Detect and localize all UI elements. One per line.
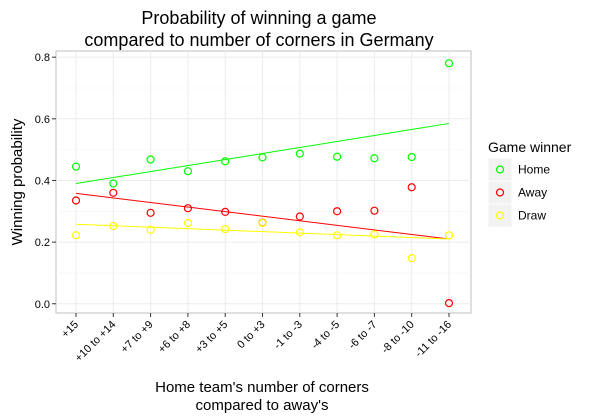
y-tick-label: 0.4: [35, 175, 50, 187]
away-point: [146, 208, 155, 217]
x-axis: +15+10 to +14 +7 to +9 +6 to +8 +3 to +5 0 t…: [59, 313, 454, 364]
draw-point: [221, 225, 230, 234]
home-point: [258, 153, 267, 162]
away-point: [109, 188, 118, 197]
draw-point: [183, 218, 192, 228]
draw-point: [146, 225, 155, 234]
x-tick-label: -1 to -3: [272, 319, 305, 352]
draw-point: [333, 231, 342, 240]
data-points: [71, 59, 454, 308]
y-tick-label: 0.2: [35, 237, 50, 249]
y-tick-label: 0.8: [35, 52, 50, 64]
y-tick-label: 0.6: [35, 114, 50, 126]
away-point: [71, 196, 81, 205]
away-trend-line: [75, 192, 450, 240]
home-point: [146, 155, 155, 164]
away-point: [333, 207, 342, 216]
x-axis-title-line-1: Home team's number of corners: [155, 379, 369, 396]
legend-key: [487, 203, 513, 228]
x-tick-label: +10 to +14: [73, 319, 119, 365]
x-tick-label: -6 to -7: [346, 319, 379, 352]
home-point: [407, 152, 416, 162]
legend-key: [487, 157, 513, 182]
draw-point: [295, 228, 304, 237]
home-point: [71, 162, 81, 171]
y-axis-title: Winning probability: [9, 118, 26, 245]
x-tick-label: +7 to +9: [119, 319, 156, 356]
x-tick-label: +15: [59, 319, 81, 341]
draw-legend-marker: [495, 211, 505, 220]
chart-title-line-2: compared to number of corners in Germany: [84, 30, 433, 50]
legend: Game winner Home Away Draw: [487, 139, 572, 228]
chart-title-line-1: Probability of winning a game: [141, 8, 376, 28]
legend-label: Draw: [518, 209, 546, 223]
home-point: [295, 149, 304, 158]
x-axis-title-line-2: compared to away's: [196, 397, 329, 414]
home-point: [109, 179, 118, 188]
away-legend-marker: [495, 188, 505, 197]
x-tick-label: +3 to +5: [193, 319, 230, 356]
legend-key: [487, 180, 513, 205]
grid: [56, 51, 471, 313]
draw-point: [370, 230, 379, 239]
home-legend-marker: [495, 165, 505, 174]
y-axis: 0.0 0.2 0.4 0.6 0.8: [35, 52, 56, 311]
x-tick-label: -8 to -10: [379, 319, 416, 356]
legend-items: Home Away Draw: [487, 157, 550, 228]
draw-point: [71, 231, 81, 240]
draw-point: [407, 254, 416, 263]
legend-label: Away: [518, 186, 547, 200]
draw-point: [258, 218, 267, 228]
home-point: [183, 167, 192, 176]
draw-point: [444, 231, 454, 240]
draw-trend-line: [75, 223, 450, 240]
home-point: [370, 154, 379, 163]
x-tick-label: 0 to +3: [235, 319, 267, 351]
home-point: [221, 157, 230, 166]
x-tick-label: -4 to -5: [309, 319, 342, 352]
x-tick-label: +6 to +8: [156, 319, 193, 356]
plot-panel: [55, 50, 472, 314]
away-point: [295, 212, 304, 221]
away-point: [407, 183, 416, 192]
legend-title: Game winner: [488, 139, 572, 155]
y-tick-label: 0.0: [35, 299, 50, 311]
away-point: [183, 204, 192, 213]
home-point: [333, 152, 342, 161]
x-tick-label: -11 to -16: [413, 319, 454, 360]
away-point: [444, 299, 454, 308]
away-point: [221, 207, 230, 216]
legend-label: Home: [518, 163, 550, 177]
away-point: [370, 206, 379, 215]
draw-point: [109, 221, 118, 231]
home-point: [444, 59, 454, 68]
